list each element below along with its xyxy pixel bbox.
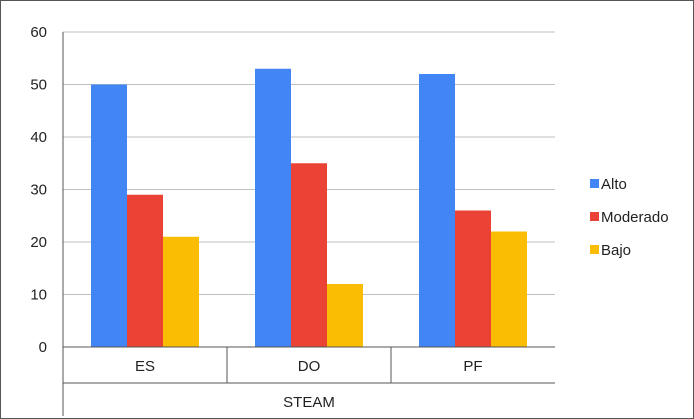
y-axis-ticks: 0 10 20 30 40 50 60 (30, 24, 47, 356)
y-tick-label: 50 (30, 77, 47, 94)
y-tick-label: 60 (30, 24, 47, 41)
y-tick-label: 20 (30, 234, 47, 251)
x-group-label: STEAM (283, 394, 335, 411)
axes (62, 32, 555, 416)
bar-bajo-es (163, 236, 199, 347)
x-tick-label: ES (135, 358, 155, 375)
bar-moderado-es (127, 194, 163, 347)
legend-swatch-alto (590, 179, 599, 188)
bar-alto-es (91, 84, 127, 347)
legend-label-moderado: Moderado (601, 209, 669, 226)
legend-swatch-moderado (590, 212, 599, 221)
y-tick-label: 40 (30, 129, 47, 146)
x-axis-ticks: ES DO PF STEAM (135, 358, 483, 411)
bars (91, 68, 527, 347)
bar-moderado-do (291, 163, 327, 347)
legend-label-bajo: Bajo (601, 242, 631, 259)
bar-moderado-pf (455, 210, 491, 347)
y-tick-label: 30 (30, 182, 47, 199)
bar-bajo-pf (491, 231, 527, 347)
x-tick-label: DO (298, 358, 321, 375)
x-tick-label: PF (463, 358, 482, 375)
y-tick-label: 0 (39, 339, 47, 356)
bar-alto-do (255, 68, 291, 347)
bar-alto-pf (419, 74, 455, 347)
legend: Alto Moderado Bajo (590, 176, 669, 259)
legend-swatch-bajo (590, 245, 599, 254)
legend-label-alto: Alto (601, 176, 627, 193)
y-tick-label: 10 (30, 287, 47, 304)
bar-bajo-do (327, 284, 363, 347)
